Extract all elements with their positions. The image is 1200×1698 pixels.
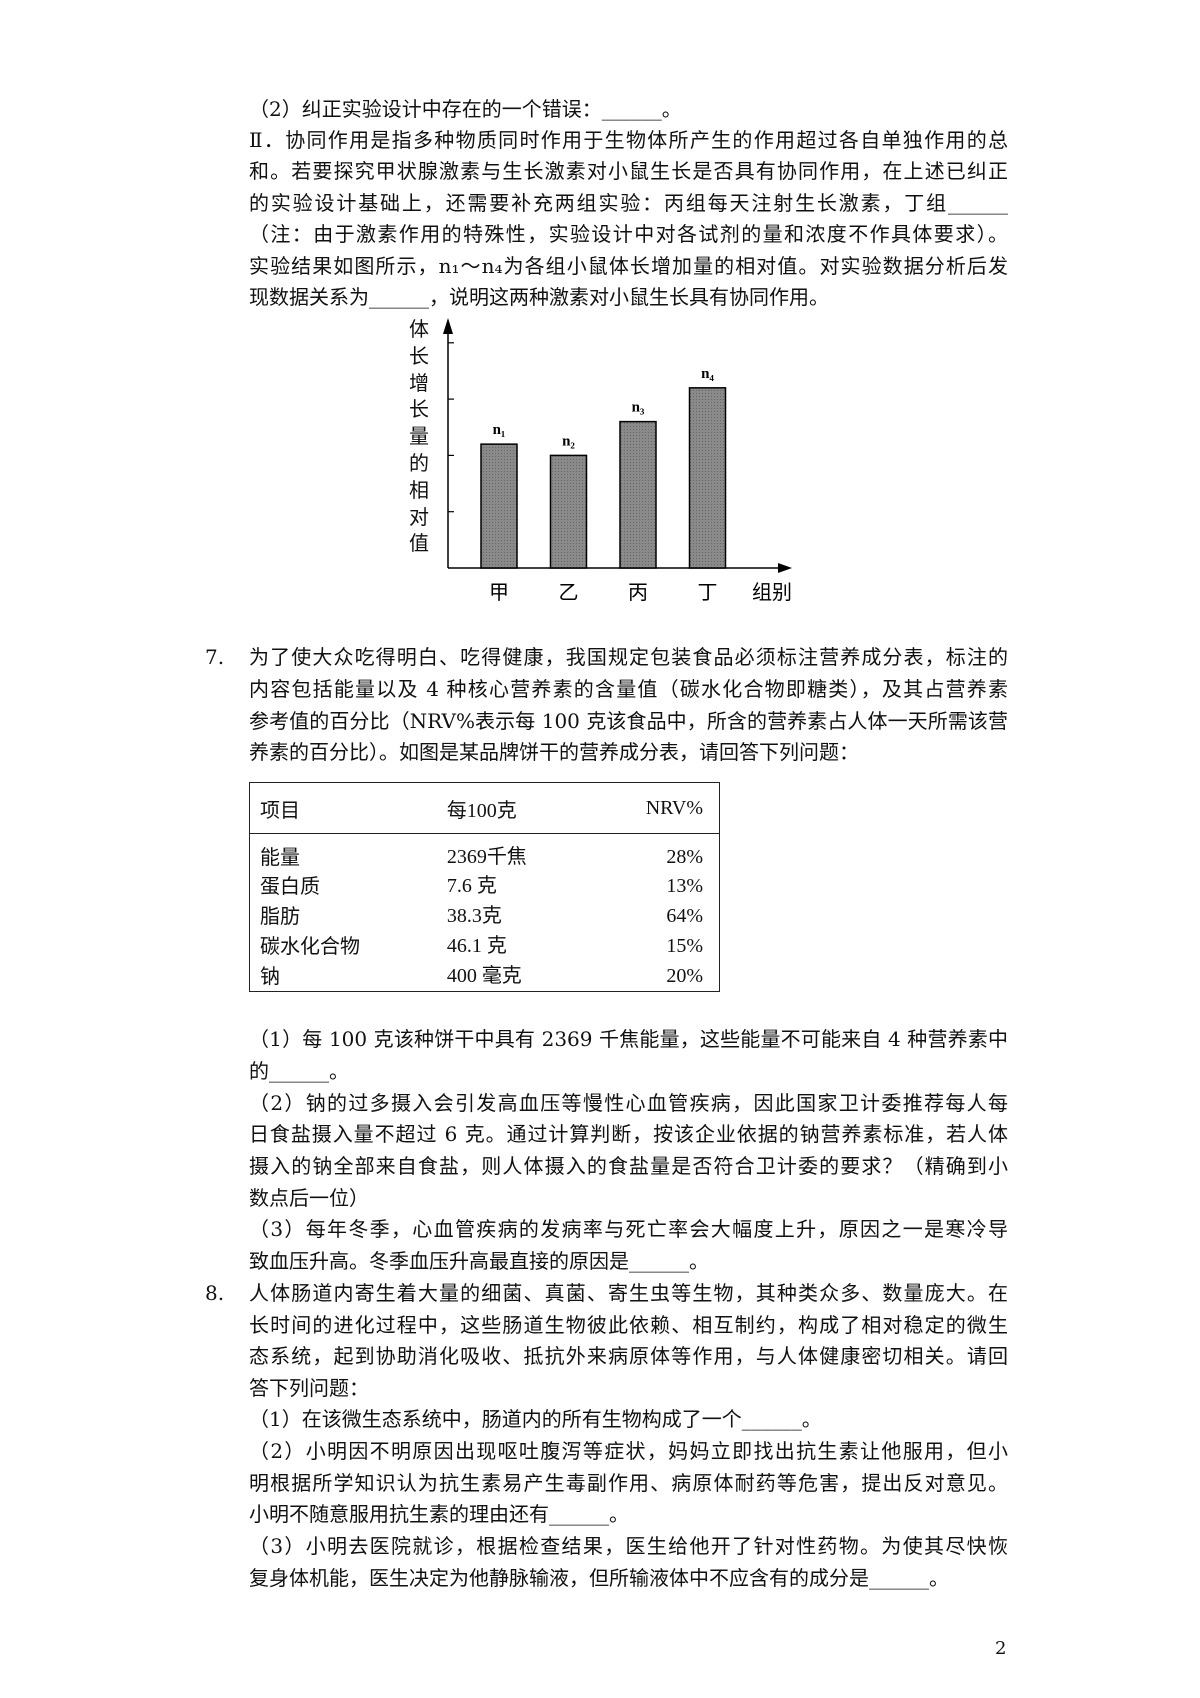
text-line: 现数据关系为______，说明这两种激素对小鼠生长具有协同作用。 bbox=[249, 285, 829, 309]
y-axis-label-char: 值 bbox=[409, 531, 429, 556]
q7-subquestion-line: 摄入的钠全部来自食盐，则人体摄入的食盐量是否符合卫计委的要求？（精确到小 bbox=[249, 1154, 1008, 1178]
text-line: （注：由于激素作用的特殊性，实验设计中对各试剂的量和浓度不作具体要求）。 bbox=[249, 222, 1008, 246]
cell-item: 碳水化合物 bbox=[260, 933, 360, 958]
q8-text-line: （3）小明去医院就诊，根据检查结果，医生给他开了针对性药物。为使其尽快恢 bbox=[249, 1534, 1008, 1558]
table-row: 钠 400 毫克 20% bbox=[250, 961, 720, 991]
header-item: 项目 bbox=[260, 797, 300, 822]
q8-text-line: 小明不随意服用抗生素的理由还有______。 bbox=[249, 1502, 629, 1526]
bar-chart: n₁ 甲 n₂ 乙 n₃ 丙 n₄ 丁 组别 bbox=[443, 318, 792, 604]
cell-nrv: 28% bbox=[666, 845, 703, 868]
cell-item: 钠 bbox=[260, 963, 280, 988]
x-tick-label: 甲 bbox=[489, 580, 509, 604]
y-axis-label-char: 增 bbox=[409, 370, 429, 395]
q8-text-line: 复身体机能，医生决定为他静脉输液，但所输液体中不应含有的成分是______。 bbox=[249, 1566, 949, 1590]
text-line: （2）纠正实验设计中存在的一个错误：______。 bbox=[249, 97, 682, 121]
x-axis-arrow bbox=[778, 563, 792, 573]
q7-subquestion-line: （3）每年冬季，心血管疾病的发病率与死亡率会大幅度上升，原因之一是寒冷导 bbox=[249, 1217, 1008, 1241]
q8-text-line: （2）小明因不明原因出现呕吐腹泻等症状，妈妈立即找出抗生素让他服用，但小 bbox=[249, 1439, 1008, 1463]
text-line: 和。若要探究甲状腺激素与生长激素对小鼠生长是否具有协同作用，在上述已纠正 bbox=[249, 159, 1008, 183]
cell-nrv: 15% bbox=[666, 934, 703, 957]
y-axis-label-char: 相 bbox=[409, 477, 429, 502]
y-axis-label-char: 体 bbox=[409, 317, 429, 341]
bar-1 bbox=[480, 443, 518, 569]
cell-item: 能量 bbox=[260, 844, 300, 869]
q7-text-line: 内容包括能量以及 4 种核心营养素的含量值（碳水化合物即糖类），及其占营养素 bbox=[249, 677, 1008, 701]
q7-subquestion-line: 致血压升高。冬季血压升高最直接的原因是______。 bbox=[249, 1249, 709, 1273]
cell-amount: 400 毫克 bbox=[446, 964, 522, 987]
q7-text-line: 养素的百分比）。如图是某品牌饼干的营养成分表，请回答下列问题： bbox=[249, 740, 859, 764]
x-tick-label: 丁 bbox=[698, 580, 718, 604]
header-nrv: NRV% bbox=[645, 796, 703, 819]
question-number-8: 8. bbox=[205, 1281, 225, 1305]
q7-subquestion-line: （2）钠的过多摄入会引发高血压等慢性心血管疾病，因此国家卫计委推荐每人每 bbox=[249, 1091, 1008, 1115]
table-row: 能量 2369千焦 28% bbox=[250, 842, 720, 872]
table-header-row: 项目 每100克 NRV% bbox=[249, 783, 720, 834]
table-row: 脂肪 38.3克 64% bbox=[250, 902, 720, 932]
y-axis-label-char: 长 bbox=[409, 343, 429, 368]
q7-subquestion-line: （1）每 100 克该种饼干中具有 2369 千焦能量，这些能量不可能来自 4 … bbox=[249, 1027, 1008, 1051]
q8-text-line: 态系统，起到协助消化吸收、抵抗外来病原体等作用，与人体健康密切相关。请回 bbox=[249, 1344, 1008, 1368]
q8-text-line: 长时间的进化过程中，这些肠道生物彼此依赖、相互制约，构成了相对稳定的微生 bbox=[249, 1313, 1008, 1337]
y-axis-arrow bbox=[443, 318, 453, 334]
cell-amount: 38.3克 bbox=[446, 905, 502, 928]
text-line: 的实验设计基础上，还需要补充两组实验：丙组每天注射生长激素，丁组______ bbox=[249, 191, 1008, 215]
q8-text-line: 人体肠道内寄生着大量的细菌、真菌、寄生虫等生物，其种类众多、数量庞大。在 bbox=[249, 1281, 1008, 1305]
x-tick-label: 丙 bbox=[628, 580, 648, 604]
header-per100g: 每100克 bbox=[446, 799, 517, 822]
cell-amount: 46.1 克 bbox=[446, 934, 507, 957]
table-row: 蛋白质 7.6 克 13% bbox=[250, 872, 720, 902]
q8-text-line: （1）在该微生态系统中，肠道内的所有生物构成了一个______。 bbox=[249, 1407, 822, 1431]
text-line: Ⅱ．协同作用是指多种物质同时作用于生物体所产生的作用超过各自单独作用的总 bbox=[249, 128, 1008, 152]
cell-amount: 2369千焦 bbox=[446, 845, 527, 868]
y-axis-label-char: 长 bbox=[409, 397, 429, 422]
q7-text-line: 为了使大众吃得明白、吃得健康，我国规定包装食品必须标注营养成分表，标注的 bbox=[249, 645, 1008, 669]
x-axis-label: 组别 bbox=[752, 580, 792, 604]
cell-amount: 7.6 克 bbox=[446, 875, 497, 898]
bar-3 bbox=[619, 420, 657, 569]
q7-subquestion-line: 日食盐摄入量不超过 6 克。通过计算判断，按该企业依据的钠营养素标准，若人体 bbox=[249, 1122, 1008, 1146]
bar-data-label: n₁ bbox=[493, 422, 506, 438]
bar-data-label: n₃ bbox=[632, 400, 645, 416]
q8-text-line: 答下列问题： bbox=[249, 1376, 369, 1400]
cell-item: 蛋白质 bbox=[260, 874, 320, 899]
q7-subquestion-line: 数点后一位） bbox=[249, 1186, 369, 1210]
y-axis-label-char: 对 bbox=[409, 504, 429, 529]
question-number-7: 7. bbox=[205, 645, 225, 669]
nutrition-table: 项目 每100克 NRV% 能量 2369千焦 28% 蛋白质 7.6 克 13% 脂肪 38… bbox=[249, 782, 720, 992]
y-axis-label-char: 量 bbox=[409, 424, 429, 449]
bar-data-label: n₂ bbox=[562, 433, 575, 449]
cell-nrv: 20% bbox=[666, 964, 703, 987]
text-line: 实验结果如图所示，n₁～n₄为各组小鼠体长增加量的相对值。对实验数据分析后发 bbox=[249, 254, 1008, 278]
q7-subquestion-line: 的______。 bbox=[249, 1059, 349, 1083]
q8-text-line: 明根据所学知识认为抗生素易产生毒副作用、病原体耐药等危害，提出反对意见。 bbox=[249, 1471, 1008, 1495]
bar-2 bbox=[549, 454, 588, 569]
bar-4 bbox=[688, 387, 727, 569]
cell-nrv: 13% bbox=[666, 875, 703, 898]
page-number: 2 bbox=[995, 1638, 1007, 1659]
table-row: 碳水化合物 46.1 克 15% bbox=[250, 932, 720, 962]
cell-nrv: 64% bbox=[666, 905, 703, 928]
bar-data-label: n₄ bbox=[701, 366, 714, 382]
x-tick-label: 乙 bbox=[559, 580, 579, 604]
cell-item: 脂肪 bbox=[260, 904, 300, 929]
y-axis-label-char: 的 bbox=[409, 451, 429, 475]
q7-text-line: 参考值的百分比（NRV%表示每 100 克该食品中，所含的营养素占人体一天所需该… bbox=[249, 709, 1008, 733]
